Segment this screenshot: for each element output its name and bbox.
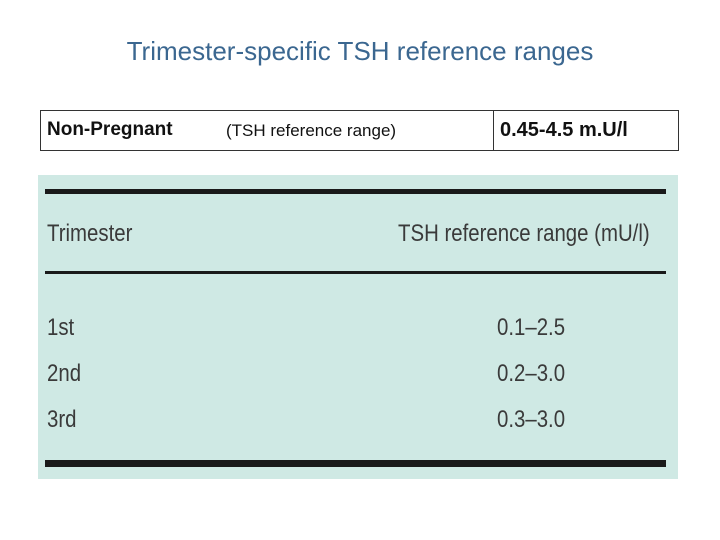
summary-label: Non-Pregnant	[47, 119, 173, 140]
table-cell: 0.3–3.0	[497, 406, 566, 433]
summary-box	[40, 110, 679, 151]
column-header: Trimester	[47, 220, 133, 247]
box-divider	[493, 110, 494, 151]
table-panel	[38, 175, 678, 479]
slide-title: Trimester-specific TSH reference ranges	[126, 36, 594, 66]
summary-note: (TSH reference range)	[226, 121, 397, 140]
summary-value: 0.45-4.5 m.U/l	[500, 119, 628, 141]
table-rule	[45, 460, 666, 467]
table-cell: 1st	[47, 314, 75, 341]
table-rule	[45, 189, 666, 194]
table-cell: 2nd	[47, 360, 82, 387]
table-cell: 0.2–3.0	[497, 360, 566, 387]
column-header: TSH reference range (mU/l)	[398, 220, 650, 247]
table-cell: 0.1–2.5	[497, 314, 566, 341]
table-rule	[45, 271, 666, 274]
table-cell: 3rd	[47, 406, 77, 433]
